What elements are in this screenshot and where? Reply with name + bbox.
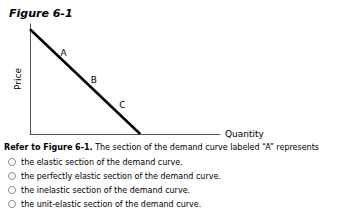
svg-text:C: C [119, 100, 125, 110]
svg-text:Quantity: Quantity [225, 129, 265, 139]
svg-text:the inelastic section of the d: the inelastic section of the demand curv… [21, 186, 190, 195]
svg-text:the perfectly elastic section: the perfectly elastic section of the dem… [21, 172, 221, 181]
svg-text:Refer to Figure 6-1.: Refer to Figure 6-1. [4, 143, 93, 152]
svg-text:Price: Price [13, 68, 23, 90]
svg-text:B: B [91, 75, 97, 85]
svg-text:the unit-elastic section of th: the unit-elastic section of the demand c… [21, 200, 201, 209]
svg-text:A: A [60, 48, 67, 58]
svg-text:the elastic section of the dem: the elastic section of the demand curve. [21, 158, 183, 167]
svg-text:The section of the demand curv: The section of the demand curve labeled … [93, 143, 319, 152]
svg-text:Figure 6-1: Figure 6-1 [9, 7, 73, 20]
